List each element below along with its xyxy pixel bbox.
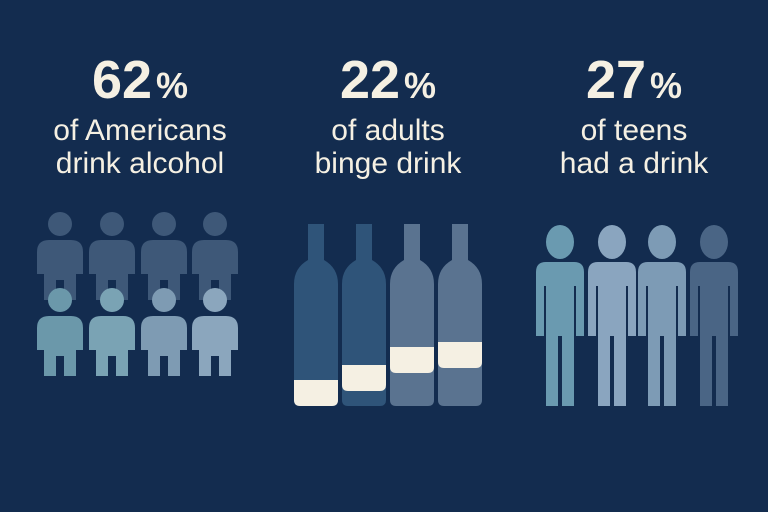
- person-body: [141, 316, 187, 376]
- person-body: [89, 316, 135, 376]
- stat-value: 22: [340, 50, 400, 110]
- bottle-liquid: [342, 365, 386, 391]
- person-head: [100, 212, 124, 236]
- teen-body: [536, 262, 584, 406]
- stat-unit: %: [156, 65, 188, 106]
- stat-number: 22%: [340, 50, 436, 110]
- teen-body: [690, 262, 738, 406]
- stat-value: 27: [586, 50, 646, 110]
- stat-number: 62%: [92, 50, 188, 110]
- teen-head: [598, 225, 626, 259]
- stat-unit: %: [404, 65, 436, 106]
- stat-label: drink alcohol: [56, 147, 224, 180]
- teen-head: [648, 225, 676, 259]
- teen-head: [700, 225, 728, 259]
- person-head: [203, 288, 227, 312]
- bottle-liquid: [390, 347, 434, 373]
- bottle: [294, 224, 338, 406]
- person-head: [152, 212, 176, 236]
- person-head: [100, 288, 124, 312]
- bottle: [342, 224, 386, 406]
- person-head: [48, 212, 72, 236]
- person-head: [48, 288, 72, 312]
- person-body: [192, 240, 238, 300]
- person-body: [37, 240, 83, 300]
- teen-body: [588, 262, 636, 406]
- person-head: [203, 212, 227, 236]
- stat-label: of teens: [581, 114, 688, 147]
- bottle-liquid: [294, 380, 338, 406]
- person-body: [192, 316, 238, 376]
- stat-label: had a drink: [560, 147, 709, 180]
- stat-label: binge drink: [315, 147, 463, 180]
- stat-unit: %: [650, 65, 682, 106]
- person-body: [141, 240, 187, 300]
- stat-label: of Americans: [53, 114, 226, 147]
- stat-value: 62: [92, 50, 152, 110]
- person-head: [152, 288, 176, 312]
- person-body: [89, 240, 135, 300]
- stat-label: of adults: [331, 114, 444, 147]
- teen-body: [638, 262, 686, 406]
- person-body: [37, 316, 83, 376]
- stat-number: 27%: [586, 50, 682, 110]
- bottle-liquid: [438, 342, 482, 368]
- teen-head: [546, 225, 574, 259]
